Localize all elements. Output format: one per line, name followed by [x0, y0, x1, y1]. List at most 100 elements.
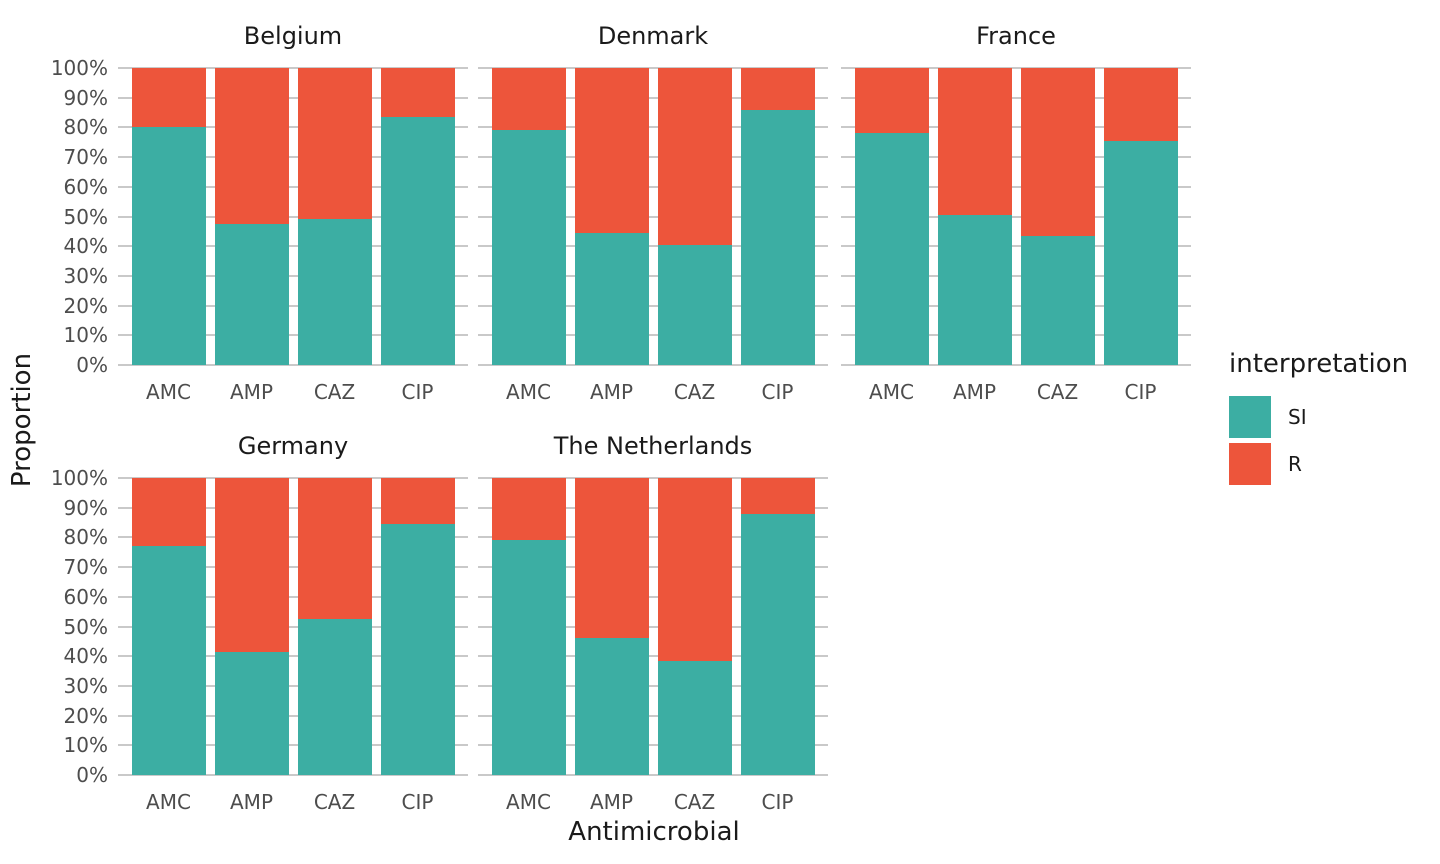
y-tick-label: 40% [63, 234, 108, 259]
stacked-bar-caz [657, 68, 732, 365]
x-tick-label: AMC [146, 380, 191, 404]
bar-segment-si [491, 540, 566, 775]
bar-segment-si [1103, 140, 1178, 365]
bar-segment-r [297, 68, 372, 220]
gridline [841, 364, 1191, 366]
bar-segment-si [740, 109, 815, 365]
facet-belgium: Belgium AMC AMP CAZ CIP 0% 10% 20% 30% 40% 50% 60% 7… [51, 22, 468, 428]
gridline [478, 684, 828, 687]
panel [118, 477, 468, 776]
panel [478, 477, 828, 776]
y-tick-label: 10% [63, 323, 108, 348]
gridline [118, 67, 468, 69]
bar-segment-si [297, 619, 372, 775]
x-tick-label: CAZ [1036, 380, 1079, 404]
panel [841, 67, 1191, 366]
x-tick-label: AMC [506, 790, 551, 814]
gridline [118, 126, 468, 129]
stacked-bar-cip [380, 68, 455, 365]
bar-segment-r [1020, 68, 1095, 236]
facet-germany: Germany AMC AMP CAZ CIP 0% 10% 20% 30% 40% 50% 60% 7… [51, 432, 468, 838]
bar-segment-r [297, 478, 372, 620]
stacked-bar-cip [740, 68, 815, 365]
bar-segment-si [380, 524, 455, 775]
stacked-bar-caz [1020, 68, 1095, 365]
gridline [118, 477, 468, 479]
gridline [841, 185, 1191, 188]
panel [118, 67, 468, 366]
gridline [478, 274, 828, 277]
gridline [841, 334, 1191, 337]
y-tick-label: 60% [63, 584, 108, 609]
bar-segment-r [491, 478, 566, 541]
bar-segment-si [131, 546, 206, 775]
x-tick-label: CIP [761, 380, 794, 404]
gridline [478, 96, 828, 99]
stacked-bar-amc [131, 68, 206, 365]
gridline [118, 506, 468, 509]
bar-segment-r [491, 68, 566, 131]
bars [478, 68, 828, 365]
y-tick-label: 100% [50, 466, 108, 490]
stacked-bar-caz [297, 68, 372, 365]
stacked-bar-amc [131, 478, 206, 775]
y-tick-label: 30% [63, 673, 108, 698]
bar-segment-si [491, 130, 566, 365]
stacked-bar-amc [491, 68, 566, 365]
gridline [478, 67, 828, 69]
gridline [478, 156, 828, 159]
gridline [118, 774, 468, 776]
x-tick-label: AMP [230, 380, 273, 404]
legend-label: R [1288, 452, 1302, 476]
y-tick-label: 30% [63, 263, 108, 288]
gridline [478, 566, 828, 569]
gridline [118, 595, 468, 598]
gridline [841, 126, 1191, 129]
bar-segment-r [380, 478, 455, 525]
panel [478, 67, 828, 366]
gridline [841, 96, 1191, 99]
y-tick-label: 10% [63, 733, 108, 758]
bars [841, 68, 1191, 365]
stacked-bar-amp [574, 68, 649, 365]
y-tick-label: 80% [63, 115, 108, 140]
bar-segment-r [214, 68, 289, 224]
bar-segment-r [740, 68, 815, 110]
stacked-bar-cip [1103, 68, 1178, 365]
x-tick-label: AMP [230, 790, 273, 814]
x-axis-title: Antimicrobial [568, 817, 740, 847]
bar-segment-si [854, 133, 929, 365]
bar-segment-si [214, 651, 289, 775]
gridline [478, 185, 828, 188]
facet-title: France [976, 22, 1056, 50]
x-tick-label: CIP [401, 790, 434, 814]
stacked-bar-cip [740, 478, 815, 775]
bar-segment-si [937, 215, 1012, 365]
x-tick-label: AMP [590, 790, 633, 814]
facet-title: Denmark [597, 22, 709, 50]
stacked-bar-amp [214, 478, 289, 775]
bar-segment-r [214, 478, 289, 652]
stacked-bar-amp [214, 68, 289, 365]
y-tick-label: 0% [76, 353, 108, 377]
gridline [841, 245, 1191, 248]
gridline [478, 774, 828, 776]
bar-segment-r [574, 68, 649, 233]
stacked-bar-amp [937, 68, 1012, 365]
gridline [478, 714, 828, 717]
stacked-bar-caz [297, 478, 372, 775]
gridline [478, 304, 828, 307]
x-tick-labels: AMC AMP CAZ CIP [478, 380, 828, 404]
bar-segment-r [131, 68, 206, 128]
gridline [118, 156, 468, 159]
x-tick-label: AMC [506, 380, 551, 404]
legend-swatch-r [1229, 443, 1271, 485]
legend: interpretation SI R [1229, 349, 1408, 490]
gridline [478, 625, 828, 628]
bar-segment-si [740, 513, 815, 775]
y-tick-label: 80% [63, 525, 108, 550]
facet-title: The Netherlands [553, 432, 753, 460]
bar-segment-r [657, 68, 732, 245]
gridline [118, 304, 468, 307]
